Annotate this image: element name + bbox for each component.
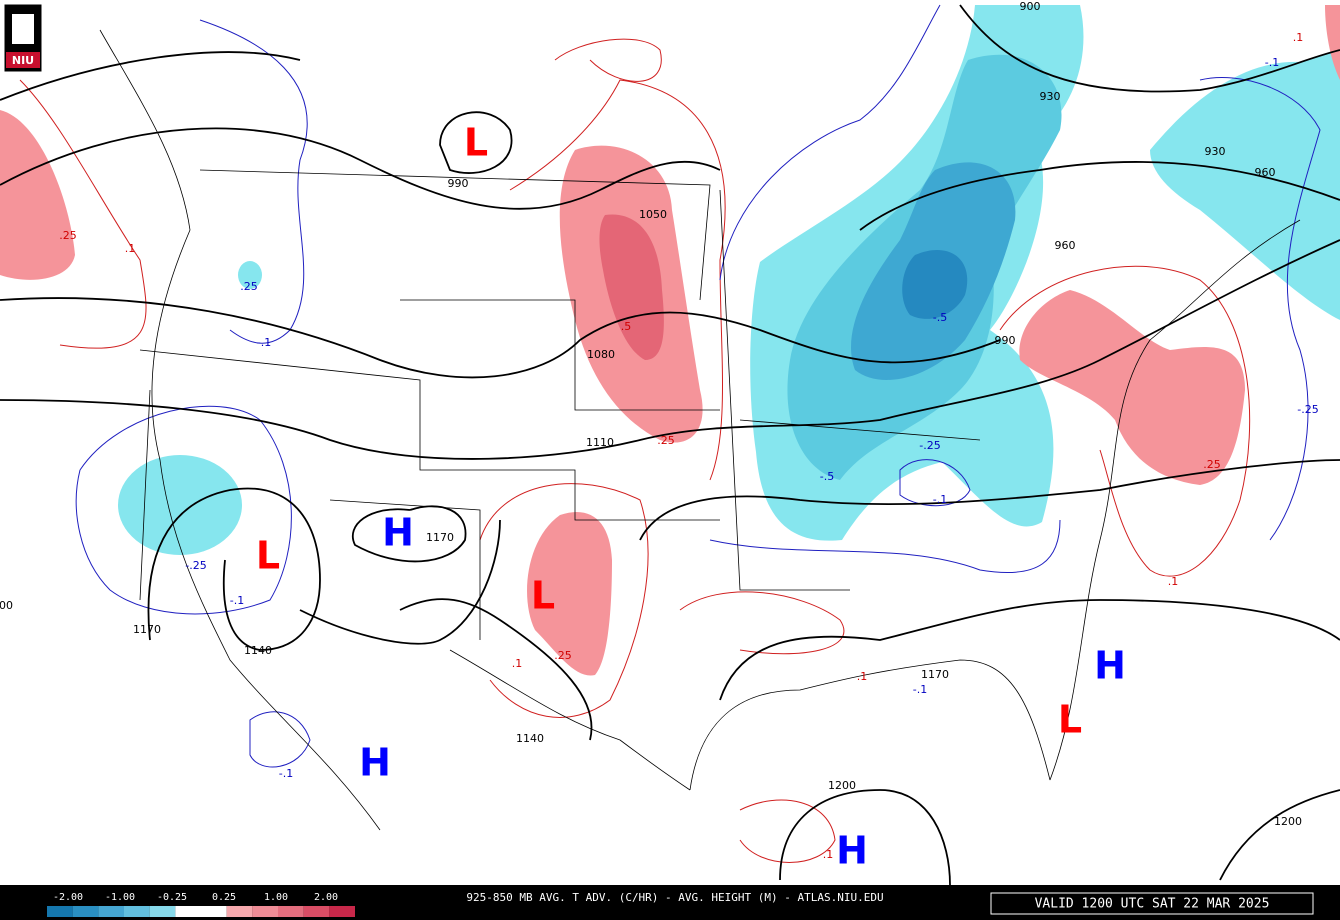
map-title: 925-850 MB AVG. T ADV. (C/HR) - AVG. HEI… xyxy=(466,891,883,904)
height-labels: 990 1050 1080 1110 1170 1170 1140 1140 1… xyxy=(0,0,1302,828)
height-label: 1050 xyxy=(639,208,667,221)
height-label: 930 xyxy=(1205,145,1226,158)
cold-label: -.1 xyxy=(913,683,927,696)
height-label: 1110 xyxy=(586,436,614,449)
height-label: 1200 xyxy=(1274,815,1302,828)
warm-label: .25 xyxy=(657,434,675,447)
height-label: 900 xyxy=(1020,0,1041,13)
cold-label: -.25 xyxy=(919,439,940,452)
height-label: 00 xyxy=(0,599,13,612)
cold-labels: .25 -.1 -.25 -.1 -.1 -.25 -.5 -.25 -.1 -… xyxy=(185,56,1318,780)
height-label: 990 xyxy=(995,334,1016,347)
advection-fills xyxy=(0,5,1340,676)
legend-swatch xyxy=(329,906,355,917)
valid-box xyxy=(990,892,1314,915)
geography xyxy=(99,29,1301,831)
legend-swatch xyxy=(175,906,201,917)
legend-label: 0.25 xyxy=(212,892,236,903)
warm-label: .1 xyxy=(823,848,834,861)
cold-label: -.1 xyxy=(933,493,947,506)
cold-label: -.1 xyxy=(257,336,271,349)
warm-label: .25 xyxy=(59,229,77,242)
center: L xyxy=(256,534,280,578)
height-label: 960 xyxy=(1255,166,1276,179)
legend: -2.00 -1.00 -0.25 0.25 1.00 2.00 xyxy=(47,892,355,917)
height-label: 990 xyxy=(448,177,469,190)
cold-label: -.1 xyxy=(279,767,293,780)
height-label: 1140 xyxy=(244,644,272,657)
center: H xyxy=(359,741,391,785)
height-label: 1140 xyxy=(516,732,544,745)
center: L xyxy=(1058,698,1082,742)
height-label: 1200 xyxy=(828,779,856,792)
center: L xyxy=(464,121,488,165)
center: H xyxy=(1094,644,1126,688)
height-label: 1080 xyxy=(587,348,615,361)
logo-text: NIU xyxy=(12,54,34,67)
cold-label: -.25 xyxy=(1297,403,1318,416)
warm-label: .25 xyxy=(1203,458,1221,471)
warm-label: .25 xyxy=(554,649,572,662)
warm-label: .1 xyxy=(125,242,136,255)
legend-swatch xyxy=(47,906,73,917)
warm-labels: .25 .1 .5 .25 .25 .1 .25 .1 .1 .1 .1 xyxy=(59,31,1303,861)
advection-contours xyxy=(19,4,1321,863)
center: L xyxy=(531,574,555,618)
legend-swatch xyxy=(72,906,99,917)
logo: NIU xyxy=(3,3,43,73)
cold-label: -.1 xyxy=(230,594,244,607)
center: H xyxy=(382,511,414,555)
height-label: 1170 xyxy=(921,668,949,681)
legend-swatch xyxy=(98,906,124,917)
legend-swatch xyxy=(303,906,330,917)
cold-label: .25 xyxy=(240,280,258,293)
legend-swatch xyxy=(252,906,278,917)
warm-label: .5 xyxy=(621,320,632,333)
pressure-centers: L L L L H H H H xyxy=(256,121,1126,873)
legend-swatch xyxy=(226,906,253,917)
cold-label: -.5 xyxy=(820,470,834,483)
warm-label: .1 xyxy=(1168,575,1179,588)
warm-label: .1 xyxy=(1293,31,1304,44)
legend-swatch xyxy=(201,906,227,917)
warm-label: .1 xyxy=(857,670,868,683)
legend-label: -2.00 xyxy=(53,892,83,903)
legend-swatch xyxy=(149,906,176,917)
valid-time: VALID 1200 UTC SAT 22 MAR 2025 xyxy=(1035,897,1270,912)
map-background xyxy=(0,0,1340,885)
legend-label: -0.25 xyxy=(157,892,187,903)
legend-label: 2.00 xyxy=(314,892,338,903)
cold-label: -.25 xyxy=(185,559,206,572)
height-contours xyxy=(0,4,1340,886)
warm-label: .1 xyxy=(512,657,523,670)
center: H xyxy=(836,829,868,873)
cold-label: -.1 xyxy=(1265,56,1279,69)
legend-label: -1.00 xyxy=(105,892,135,903)
height-label: 1170 xyxy=(133,623,161,636)
cold-label: -.5 xyxy=(933,311,947,324)
legend-swatch xyxy=(124,906,150,917)
legend-label: 1.00 xyxy=(264,892,288,903)
height-label: 960 xyxy=(1055,239,1076,252)
height-label: 1170 xyxy=(426,531,454,544)
legend-swatch xyxy=(278,906,304,917)
height-label: 930 xyxy=(1040,90,1061,103)
